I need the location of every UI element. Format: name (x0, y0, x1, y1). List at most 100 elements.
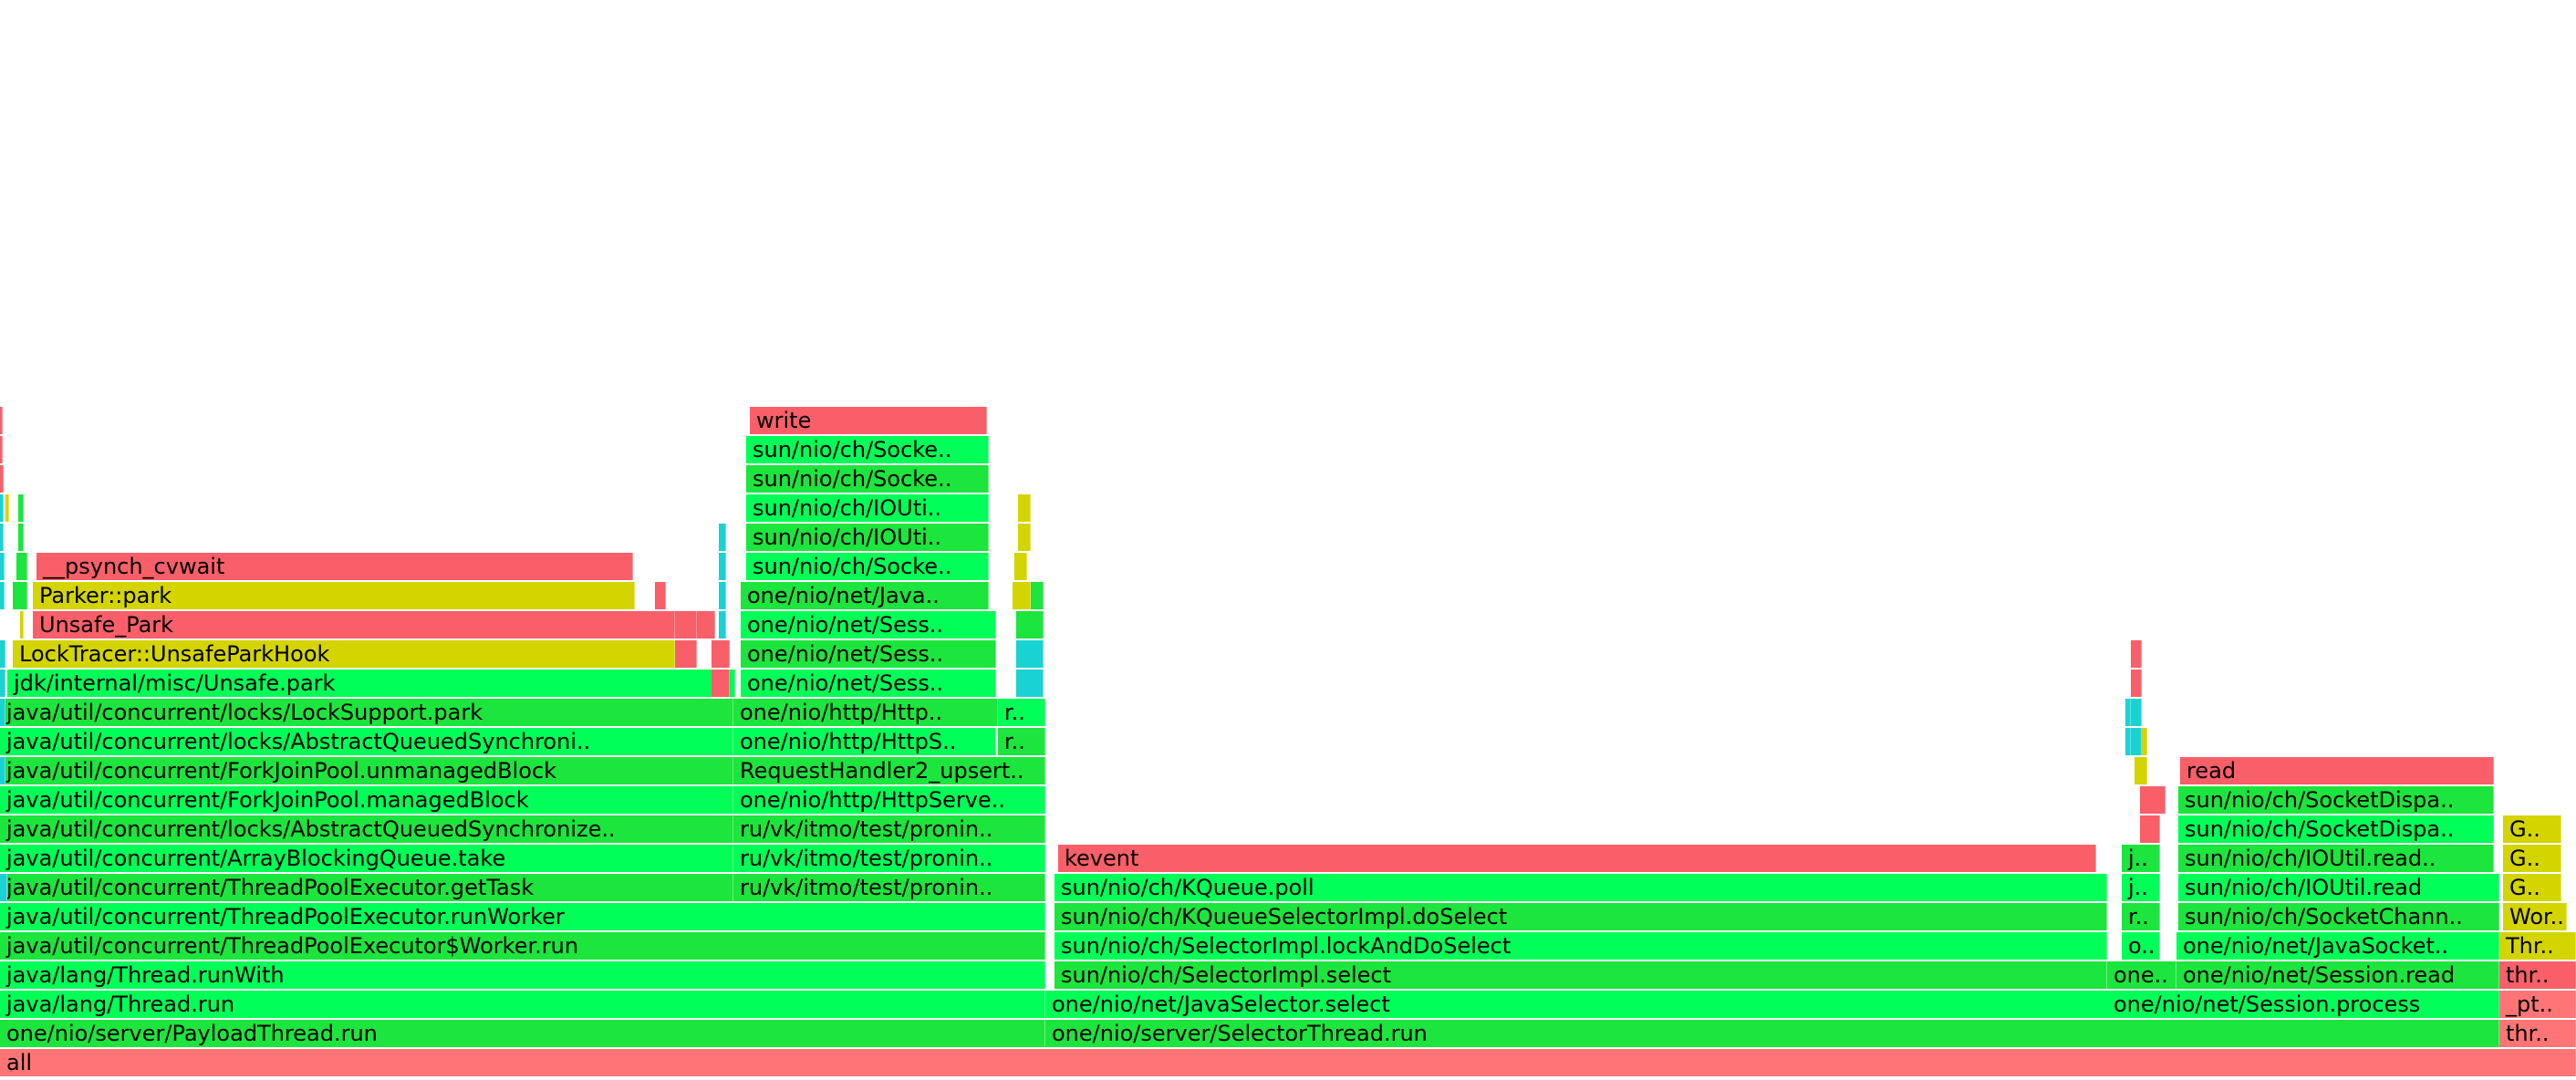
flame-frame[interactable]: j.. (2122, 845, 2160, 872)
flame-frame-unlabeled[interactable] (0, 436, 3, 463)
flame-frame-unlabeled[interactable] (0, 670, 5, 697)
flame-frame-unlabeled[interactable] (2140, 815, 2160, 843)
flame-frame-unlabeled[interactable] (675, 611, 697, 639)
flame-frame[interactable]: one/nio/net/Sess.. (741, 611, 996, 639)
flame-frame[interactable]: java/util/concurrent/locks/LockSupport.p… (0, 699, 733, 726)
flame-frame[interactable]: java/util/concurrent/ThreadPoolExecutor.… (0, 874, 733, 901)
flame-frame-unlabeled[interactable] (719, 524, 726, 551)
flame-frame[interactable]: one/nio/net/Session.read (2176, 961, 2499, 989)
flame-frame[interactable]: jdk/internal/misc/Unsafe.park (7, 670, 735, 697)
flame-frame[interactable]: one/nio/net/JavaSocket.. (2176, 932, 2499, 960)
flame-frame[interactable]: sun/nio/ch/IOUtil.read (2178, 874, 2499, 901)
flame-frame-unlabeled[interactable] (0, 640, 5, 668)
flame-frame-unlabeled[interactable] (0, 524, 4, 551)
flame-frame-unlabeled[interactable] (0, 553, 5, 580)
flame-frame[interactable]: java/lang/Thread.run (0, 991, 1045, 1018)
flame-frame[interactable]: sun/nio/ch/SocketDispa.. (2178, 815, 2494, 843)
flame-frame[interactable]: java/util/concurrent/ThreadPoolExecutor$… (0, 932, 1045, 960)
flame-frame-unlabeled[interactable] (2131, 699, 2142, 726)
flame-frame-unlabeled[interactable] (1018, 524, 1031, 551)
flame-frame[interactable]: r.. (2122, 903, 2160, 930)
flame-frame-unlabeled[interactable] (719, 582, 726, 609)
flame-frame[interactable]: sun/nio/ch/SocketChann.. (2178, 903, 2499, 930)
flame-frame[interactable]: java/lang/Thread.runWith (0, 961, 1045, 989)
flame-frame[interactable]: ru/vk/itmo/test/pronin.. (733, 874, 1045, 901)
flame-frame-unlabeled[interactable] (0, 757, 5, 784)
flame-frame[interactable]: __psynch_cvwait (36, 553, 633, 580)
flame-frame[interactable]: all (0, 1049, 2576, 1076)
flame-frame[interactable]: java/util/concurrent/ArrayBlockingQueue.… (0, 845, 733, 872)
flame-frame-unlabeled[interactable] (0, 494, 4, 522)
flame-frame[interactable]: j.. (2122, 874, 2160, 901)
flame-frame[interactable]: one/nio/http/HttpServe.. (733, 786, 1045, 814)
flame-frame[interactable]: G.. (2503, 845, 2561, 872)
flame-frame[interactable]: sun/nio/ch/Socke.. (746, 436, 989, 463)
flame-frame-unlabeled[interactable] (0, 874, 7, 901)
flame-frame[interactable]: ru/vk/itmo/test/pronin.. (733, 815, 1045, 843)
flame-frame-unlabeled[interactable] (0, 699, 5, 726)
flame-frame-unlabeled[interactable] (2131, 728, 2142, 755)
flame-frame-unlabeled[interactable] (16, 553, 27, 580)
flame-frame-unlabeled[interactable] (20, 611, 24, 639)
flame-frame-unlabeled[interactable] (719, 611, 726, 639)
flame-frame-unlabeled[interactable] (2125, 728, 2131, 755)
flame-frame-unlabeled[interactable] (18, 494, 24, 522)
flame-frame-unlabeled[interactable] (2131, 640, 2142, 668)
flame-frame-unlabeled[interactable] (2138, 728, 2147, 755)
flame-frame[interactable]: one/nio/net/Java.. (741, 582, 989, 609)
flame-frame[interactable]: o.. (2122, 932, 2160, 960)
flame-frame-unlabeled[interactable] (1013, 582, 1031, 609)
flame-frame[interactable]: one/nio/http/HttpS.. (733, 728, 996, 755)
flame-frame[interactable]: java/util/concurrent/ThreadPoolExecutor.… (0, 903, 1045, 930)
flame-frame-unlabeled[interactable] (712, 640, 730, 668)
flame-frame[interactable]: sun/nio/ch/IOUti.. (746, 494, 989, 522)
flame-frame-unlabeled[interactable] (2125, 699, 2131, 726)
flame-frame-unlabeled[interactable] (0, 582, 5, 609)
flame-frame-unlabeled[interactable] (1016, 670, 1044, 697)
flame-frame[interactable]: RequestHandler2_upsert.. (733, 757, 1045, 784)
flame-frame[interactable]: java/util/concurrent/locks/AbstractQueue… (0, 728, 733, 755)
flame-frame-unlabeled[interactable] (675, 640, 697, 668)
flame-frame[interactable]: java/util/concurrent/ForkJoinPool.manage… (0, 786, 733, 814)
flame-frame-unlabeled[interactable] (18, 524, 24, 551)
flame-frame-unlabeled[interactable] (697, 611, 715, 639)
flame-frame[interactable]: java/util/concurrent/locks/AbstractQueue… (0, 815, 733, 843)
flame-frame-unlabeled[interactable] (0, 465, 4, 493)
flame-frame[interactable]: one/nio/net/Sess.. (741, 640, 996, 668)
flame-frame[interactable]: one/nio/server/PayloadThread.run (0, 1020, 1045, 1047)
flame-frame[interactable]: r.. (998, 699, 1045, 726)
flame-frame[interactable]: Unsafe_Park (33, 611, 675, 639)
flame-frame[interactable]: _pt.. (2499, 991, 2576, 1018)
flame-frame[interactable]: thr.. (2499, 961, 2576, 989)
flame-frame-unlabeled[interactable] (2140, 786, 2166, 814)
flame-frame[interactable]: sun/nio/ch/IOUti.. (746, 524, 989, 551)
flame-frame[interactable]: G.. (2503, 815, 2561, 843)
flame-frame[interactable]: thr.. (2499, 1020, 2576, 1047)
flame-frame[interactable]: Wor.. (2503, 903, 2567, 930)
flame-frame[interactable]: G.. (2503, 874, 2561, 901)
flame-frame[interactable]: read (2180, 757, 2494, 784)
flame-frame-unlabeled[interactable] (1014, 553, 1027, 580)
flame-frame-unlabeled[interactable] (712, 670, 730, 697)
flame-frame[interactable]: write (750, 407, 987, 434)
flame-frame[interactable]: sun/nio/ch/KQueue.poll (1054, 874, 2107, 901)
flame-frame[interactable]: one.. (2107, 961, 2176, 989)
flame-frame[interactable]: kevent (1058, 845, 2096, 872)
flame-frame[interactable]: sun/nio/ch/SelectorImpl.lockAndDoSelect (1054, 932, 2107, 960)
flame-frame[interactable]: Parker::park (33, 582, 635, 609)
flame-frame[interactable]: one/nio/http/Http.. (733, 699, 998, 726)
flame-frame[interactable]: sun/nio/ch/SocketDispa.. (2178, 786, 2494, 814)
flame-frame[interactable]: one/nio/net/Session.process (2107, 991, 2499, 1018)
flame-frame-unlabeled[interactable] (5, 494, 9, 522)
flame-frame-unlabeled[interactable] (655, 582, 666, 609)
flame-frame-unlabeled[interactable] (2131, 670, 2142, 697)
flame-frame-unlabeled[interactable] (1018, 494, 1031, 522)
flame-frame[interactable]: one/nio/server/SelectorThread.run (1045, 1020, 2499, 1047)
flame-frame[interactable]: r.. (998, 728, 1045, 755)
flame-frame[interactable]: one/nio/net/Sess.. (741, 670, 996, 697)
flame-frame-unlabeled[interactable] (2135, 757, 2147, 784)
flame-frame-unlabeled[interactable] (13, 582, 27, 609)
flame-frame[interactable]: java/util/concurrent/ForkJoinPool.unmana… (0, 757, 733, 784)
flame-frame-unlabeled[interactable] (1016, 611, 1044, 639)
flame-frame[interactable]: LockTracer::UnsafeParkHook (13, 640, 675, 668)
